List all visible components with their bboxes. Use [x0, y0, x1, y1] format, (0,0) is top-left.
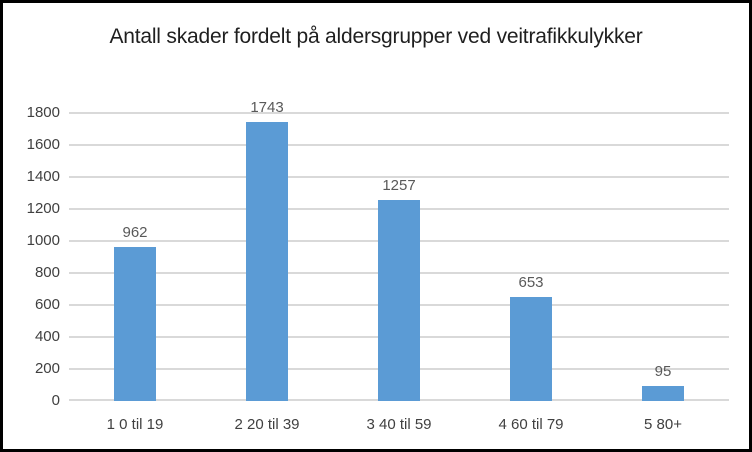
bar-value-label: 962	[122, 224, 148, 242]
x-axis-category-label: 3 40 til 59	[366, 416, 432, 433]
y-axis-tick-label: 200	[34, 360, 60, 377]
x-axis-category-label: 1 0 til 19	[106, 416, 164, 433]
y-axis-tick-label: 800	[34, 264, 60, 281]
x-axis-category-label: 2 20 til 39	[234, 416, 300, 433]
y-axis-tick-label: 600	[34, 296, 60, 313]
bar	[246, 122, 288, 401]
bar-value-label: 1743	[250, 99, 284, 117]
bar-value-label: 653	[518, 273, 544, 291]
y-axis-tick-label: 1600	[26, 136, 60, 153]
chart-title: Antall skader fordelt på aldersgrupper v…	[3, 20, 749, 54]
bar	[114, 247, 156, 401]
y-axis-tick-label: 1800	[26, 104, 60, 121]
bar	[378, 199, 420, 401]
y-axis-tick-label: 1000	[26, 232, 60, 249]
y-axis-tick-label: 400	[34, 328, 60, 345]
bar-value-label: 1257	[382, 176, 416, 194]
bar-value-label: 95	[654, 362, 672, 380]
y-axis-tick-label: 1200	[26, 200, 60, 217]
gridline	[69, 176, 729, 178]
y-axis-tick-label: 0	[51, 392, 60, 409]
y-axis-tick-label: 1400	[26, 168, 60, 185]
gridline	[69, 144, 729, 146]
plot-area: 962 1743 1257 653 95	[69, 99, 729, 401]
bar	[510, 296, 552, 401]
x-axis-category-label: 4 60 til 79	[498, 416, 564, 433]
gridline	[69, 112, 729, 114]
bar	[642, 385, 684, 401]
chart-title-text: Antall skader fordelt på aldersgrupper v…	[109, 25, 643, 48]
x-axis-category-label: 5 80+	[644, 416, 682, 433]
